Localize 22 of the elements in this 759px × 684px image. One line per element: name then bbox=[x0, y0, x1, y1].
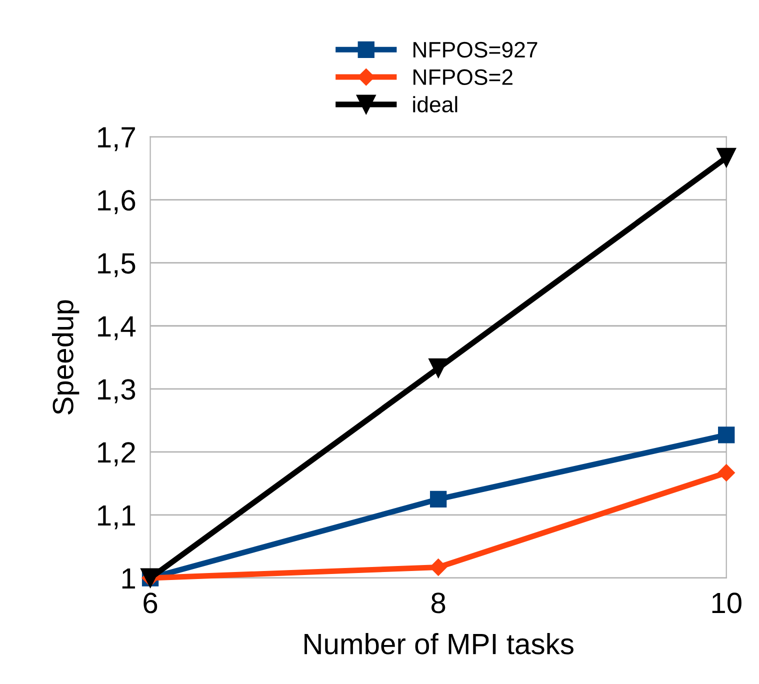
y-tick-label: 1 bbox=[122, 568, 135, 589]
legend-label: NFPOS=927 bbox=[414, 42, 538, 58]
x-tick-label: 6 bbox=[144, 592, 158, 614]
point bbox=[718, 426, 735, 444]
y-tick-label: 1,3 bbox=[98, 379, 136, 404]
point bbox=[428, 358, 448, 378]
y-tick-label: 1,4 bbox=[98, 316, 136, 340]
point bbox=[430, 558, 447, 576]
x-axis-title: Number of MPI tasks bbox=[304, 632, 574, 654]
y-axis-title: Speedup bbox=[52, 300, 80, 414]
y-tick-label: 1,6 bbox=[98, 190, 136, 214]
point bbox=[716, 148, 736, 168]
x-tick-label: 10 bbox=[712, 592, 742, 614]
y-tick-label: 1,5 bbox=[98, 253, 136, 278]
y-tick-label: 1,1 bbox=[98, 505, 135, 530]
point bbox=[718, 464, 735, 482]
x-tick-label: 8 bbox=[431, 592, 446, 614]
legend-label: ideal bbox=[413, 96, 458, 112]
legend-label: NFPOS=2 bbox=[414, 69, 512, 86]
point bbox=[430, 490, 447, 508]
y-tick-label: 1,2 bbox=[98, 442, 135, 466]
y-tick-label: 1,7 bbox=[98, 127, 135, 152]
